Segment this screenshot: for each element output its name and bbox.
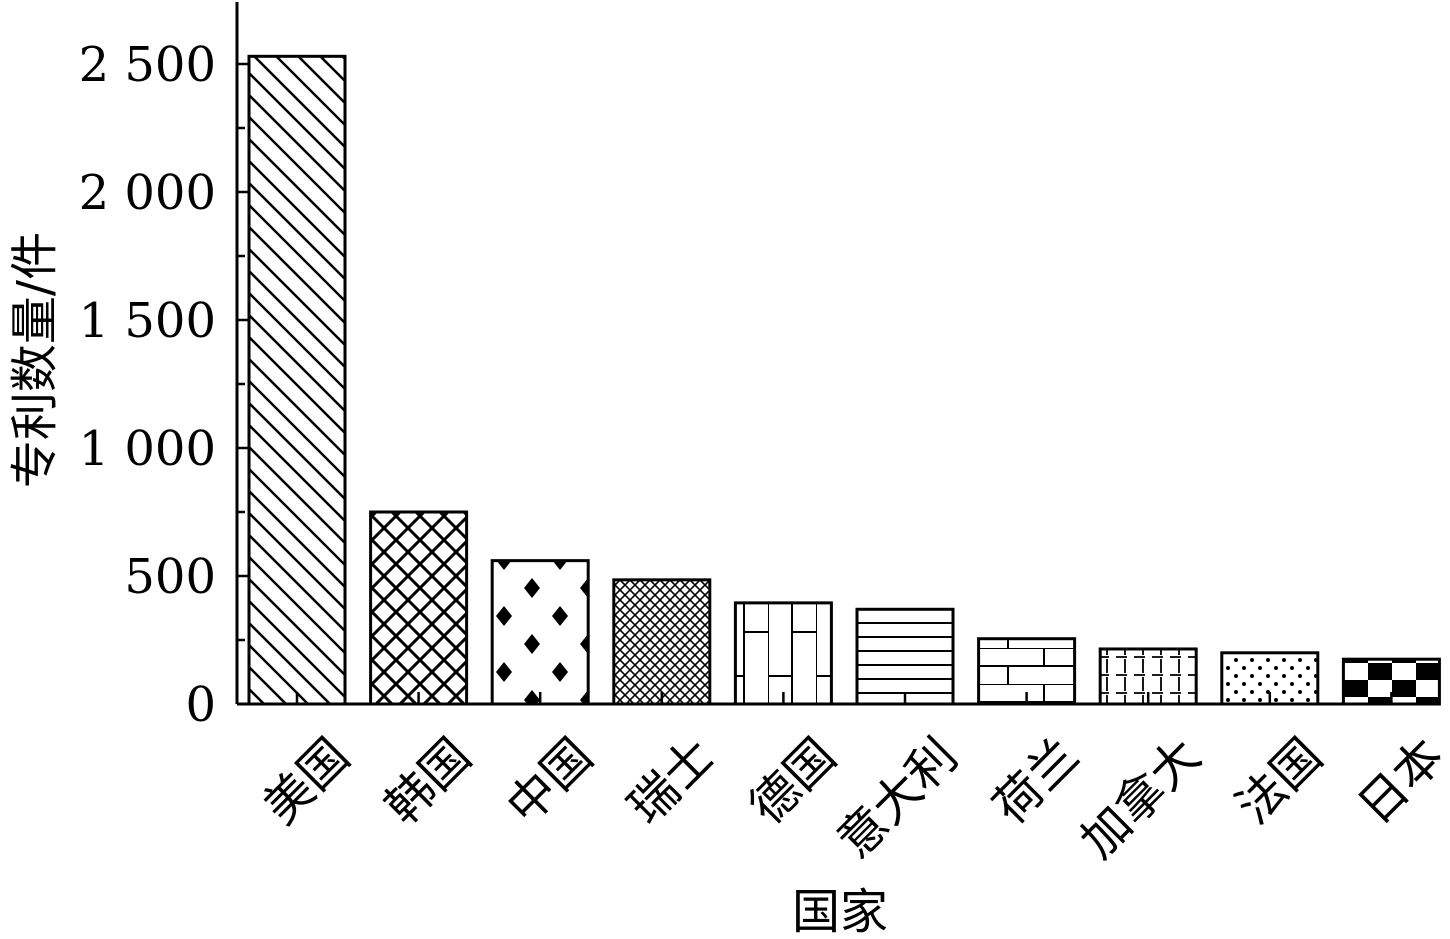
bar-0	[247, 54, 347, 706]
bar-4	[733, 601, 833, 706]
axes	[235, 2, 1440, 706]
category-label: 瑞士	[618, 728, 725, 835]
category-label: 德国	[739, 728, 846, 835]
y-tick-label: 500	[124, 549, 216, 605]
bar-3	[612, 578, 712, 706]
category-label: 中国	[496, 728, 603, 835]
category-label: 荷兰	[982, 728, 1089, 835]
bar-5	[855, 607, 955, 706]
category-label: 法国	[1226, 728, 1333, 835]
y-axis-ticks: 0 500 1 000 1 500 2 000 2 500	[79, 37, 249, 733]
category-label: 韩国	[374, 728, 481, 835]
y-tick-label: 1 500	[79, 293, 216, 349]
y-axis-title: 专利数量/件	[7, 232, 63, 488]
y-tick-label: 0	[185, 677, 216, 733]
x-axis-title: 国家	[792, 884, 888, 939]
y-tick-label: 2 500	[79, 37, 216, 93]
category-label: 美国	[253, 728, 360, 835]
bars	[247, 54, 1441, 706]
bar-1	[369, 510, 469, 706]
y-tick-label: 1 000	[79, 421, 216, 477]
category-label: 意大利	[827, 728, 968, 869]
category-label: 加拿大	[1070, 728, 1211, 869]
bar-2	[490, 559, 590, 706]
category-label: 日本	[1347, 728, 1450, 835]
y-tick-label: 2 000	[79, 165, 216, 221]
